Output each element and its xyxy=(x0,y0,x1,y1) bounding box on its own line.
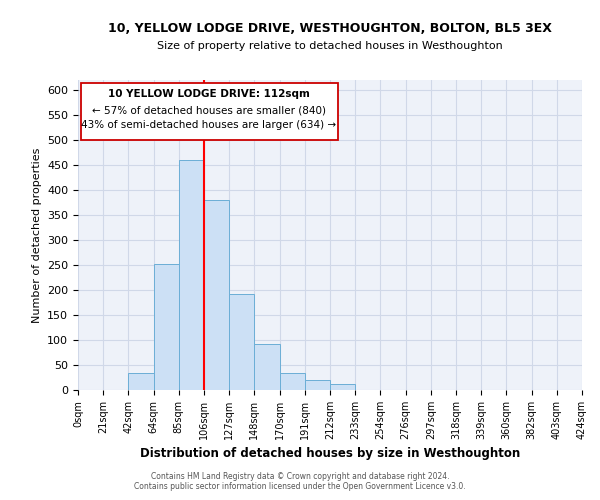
FancyBboxPatch shape xyxy=(80,83,338,140)
Text: Contains public sector information licensed under the Open Government Licence v3: Contains public sector information licen… xyxy=(134,482,466,491)
Bar xyxy=(305,380,330,390)
Text: 10, YELLOW LODGE DRIVE, WESTHOUGHTON, BOLTON, BL5 3EX: 10, YELLOW LODGE DRIVE, WESTHOUGHTON, BO… xyxy=(108,22,552,36)
Bar xyxy=(128,372,154,390)
Bar xyxy=(330,384,355,390)
Text: 43% of semi-detached houses are larger (634) →: 43% of semi-detached houses are larger (… xyxy=(82,120,337,130)
Text: ← 57% of detached houses are smaller (840): ← 57% of detached houses are smaller (84… xyxy=(92,106,326,116)
Y-axis label: Number of detached properties: Number of detached properties xyxy=(32,148,41,322)
Text: Contains HM Land Registry data © Crown copyright and database right 2024.: Contains HM Land Registry data © Crown c… xyxy=(151,472,449,481)
Bar xyxy=(154,264,179,390)
Bar xyxy=(280,372,305,390)
Bar xyxy=(179,160,204,390)
Bar xyxy=(254,344,280,390)
Bar xyxy=(204,200,229,390)
Bar xyxy=(229,294,254,390)
Text: Size of property relative to detached houses in Westhoughton: Size of property relative to detached ho… xyxy=(157,41,503,51)
Text: 10 YELLOW LODGE DRIVE: 112sqm: 10 YELLOW LODGE DRIVE: 112sqm xyxy=(108,90,310,100)
X-axis label: Distribution of detached houses by size in Westhoughton: Distribution of detached houses by size … xyxy=(140,448,520,460)
